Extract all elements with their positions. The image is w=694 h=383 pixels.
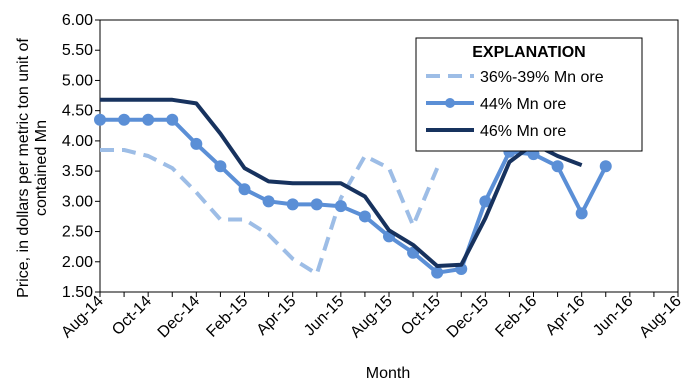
legend: EXPLANATION 36%-39% Mn ore 44% Mn ore 46% …: [416, 38, 642, 151]
legend-label-36-39-mn-ore: 36%-39% Mn ore: [480, 69, 604, 86]
series-point-44-mn-ore: [142, 114, 154, 126]
x-tick-label: Dec-15: [444, 293, 493, 342]
x-tick-label: Oct-14: [109, 293, 155, 339]
x-axis-title: Month: [366, 365, 410, 382]
y-tick-label: 6.00: [62, 12, 93, 29]
series-point-44-mn-ore: [287, 198, 299, 210]
series-point-44-mn-ore: [263, 195, 275, 207]
series-point-44-mn-ore: [166, 114, 178, 126]
series-point-44-mn-ore: [239, 183, 251, 195]
series-point-44-mn-ore: [576, 207, 588, 219]
x-tick-label: Aug-15: [347, 293, 396, 342]
series-point-44-mn-ore: [552, 160, 564, 172]
x-tick-label: Dec-14: [155, 293, 204, 342]
series-point-44-mn-ore: [214, 160, 226, 172]
series-point-44-mn-ore: [190, 138, 202, 150]
y-tick-label: 4.00: [62, 133, 93, 150]
y-axis-title-line-2: contained Mn: [33, 120, 50, 216]
x-tick-label: Oct-15: [398, 293, 444, 339]
legend-marker-44-mn-ore: [445, 98, 455, 108]
y-axis-title-line-1: Price, in dollars per metric ton unit of: [15, 38, 32, 298]
y-tick-label: 5.50: [62, 42, 93, 59]
series-point-44-mn-ore: [335, 200, 347, 212]
x-tick-label: Apr-15: [254, 293, 300, 339]
x-tick-label: Apr-16: [543, 293, 589, 339]
y-tick-label: 4.50: [62, 103, 93, 120]
legend-label-46-mn-ore: 46% Mn ore: [480, 123, 566, 140]
y-tick-label: 2.00: [62, 254, 93, 271]
x-tick-label: Jun-15: [301, 293, 348, 340]
series-point-44-mn-ore: [431, 267, 443, 279]
legend-label-44-mn-ore: 44% Mn ore: [480, 96, 566, 113]
series-point-44-mn-ore: [359, 210, 371, 222]
y-axis: 1.502.002.503.003.504.004.505.005.506.00: [62, 12, 100, 301]
y-tick-label: 2.50: [62, 224, 93, 241]
x-tick-label: Aug-16: [636, 293, 685, 342]
series-point-44-mn-ore: [118, 114, 130, 126]
series-point-44-mn-ore: [311, 198, 323, 210]
series-line-36-39-mn-ore: [100, 150, 437, 274]
x-tick-label: Jun-16: [590, 293, 637, 340]
y-tick-label: 3.00: [62, 193, 93, 210]
series-point-44-mn-ore: [600, 160, 612, 172]
y-tick-label: 5.00: [62, 72, 93, 89]
legend-title: EXPLANATION: [472, 44, 585, 61]
x-tick-label: Feb-16: [492, 293, 540, 341]
x-axis: Aug-14 Oct-14 Dec-14 Feb-15 Apr-15 Jun-15 Aug-…: [58, 292, 685, 341]
series-point-44-mn-ore: [94, 114, 106, 126]
x-tick-label: Feb-15: [203, 293, 251, 341]
y-tick-label: 3.50: [62, 163, 93, 180]
